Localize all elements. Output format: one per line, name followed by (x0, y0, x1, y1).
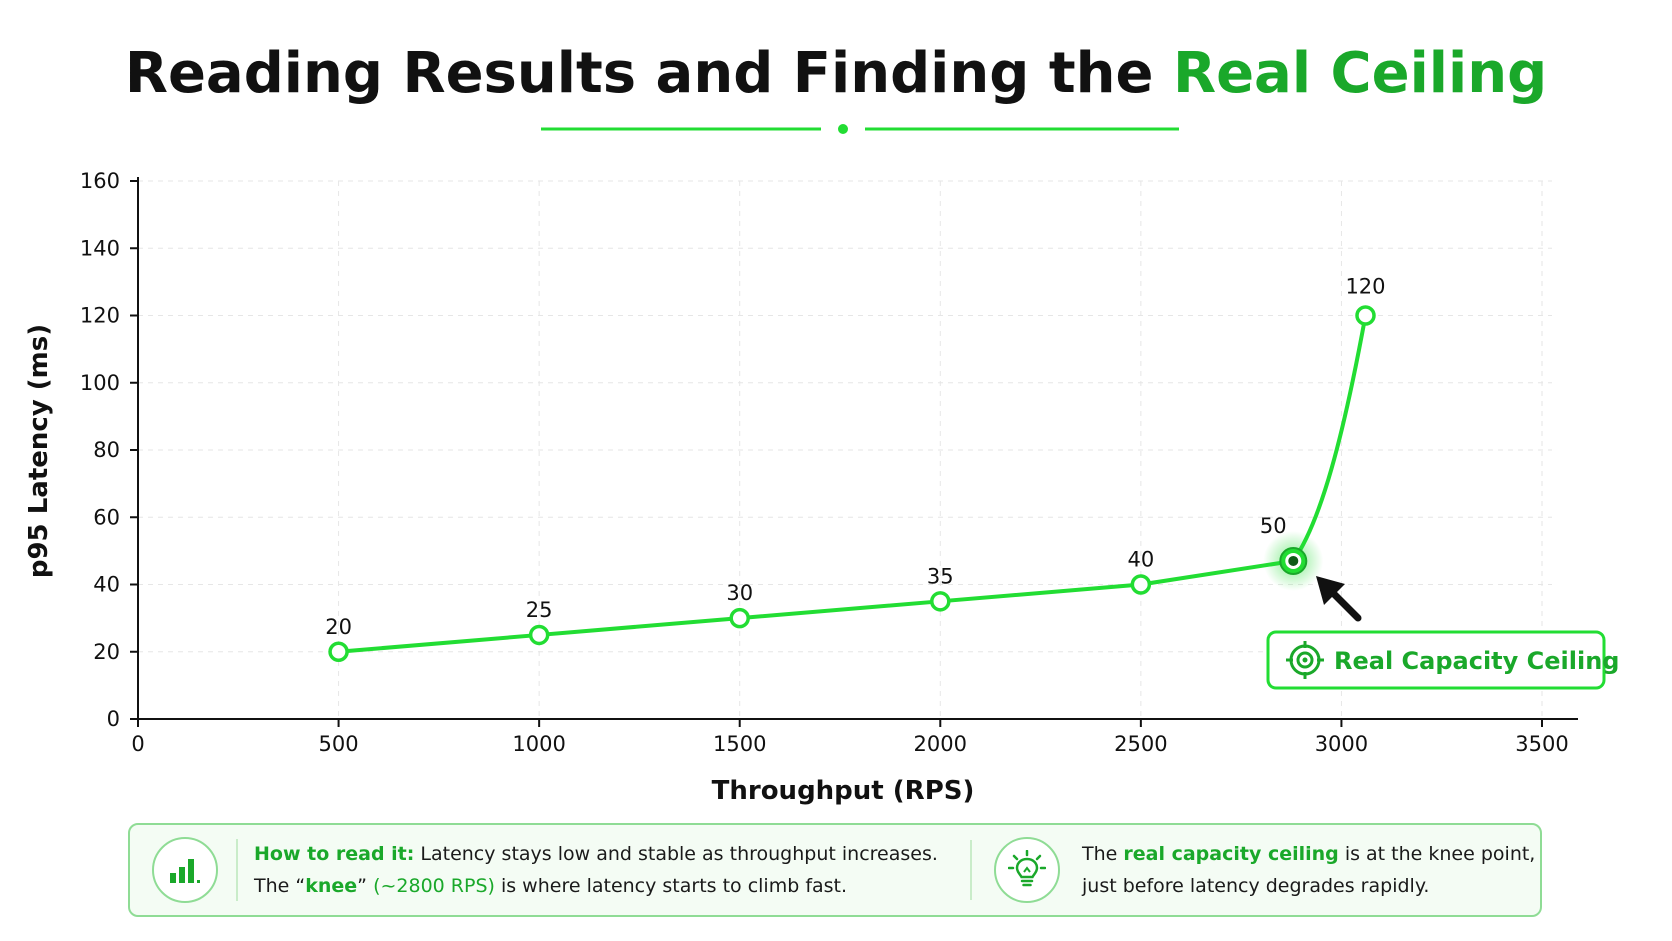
ceiling-text: The real capacity ceiling is at the knee… (1082, 838, 1535, 902)
ceiling-arrow (1316, 576, 1362, 622)
y-tick-label: 40 (93, 573, 120, 597)
data-label: 120 (1345, 275, 1385, 299)
ceiling-line-1-part-a: The (1082, 843, 1124, 865)
line-2-part-c: is where latency starts to climb fast. (494, 875, 848, 897)
data-label: 20 (325, 615, 352, 639)
x-axis-title: Throughput (RPS) (712, 776, 975, 806)
panel-divider (970, 840, 972, 900)
how-to-read-lead: How to read it: (254, 843, 415, 865)
axes (130, 177, 1578, 727)
data-point (528, 624, 550, 646)
y-tick-label: 160 (80, 169, 120, 193)
line-2-part-a: The “ (254, 875, 306, 897)
ceiling-term: real capacity ceiling (1123, 843, 1339, 865)
ceiling-line-2: just before latency degrades rapidly. (1082, 875, 1430, 897)
data-label: 30 (726, 581, 753, 605)
bar-chart-icon (152, 837, 218, 903)
x-tick-label: 500 (319, 732, 359, 756)
how-to-read-line-2: The “knee” (~2800 RPS) is where latency … (254, 870, 938, 902)
data-label: 25 (526, 598, 553, 622)
data-labels: 20 25 30 35 40 50 120 (325, 275, 1385, 639)
title-part-2: Real Ceiling (1173, 41, 1547, 106)
data-point (328, 641, 349, 662)
x-tick-label: 2500 (1114, 732, 1167, 756)
ceiling-label: Real Capacity Ceiling (1334, 647, 1619, 675)
y-tick-label: 20 (93, 640, 120, 664)
x-tick-label: 3500 (1515, 732, 1568, 756)
lightbulb-icon (994, 837, 1060, 903)
knee-rps: (~2800 RPS) (373, 875, 495, 897)
x-tick-label: 0 (131, 732, 144, 756)
target-icon (1286, 641, 1324, 679)
x-tick-label: 1000 (512, 732, 565, 756)
ceiling-point-core (1288, 555, 1299, 566)
data-label: 35 (927, 564, 954, 588)
info-panel: How to read it: Latency stays low and st… (128, 823, 1542, 917)
y-tick-label: 100 (80, 371, 120, 395)
y-axis-title: p95 Latency (ms) (24, 324, 54, 578)
y-tick-label: 60 (93, 505, 120, 529)
data-point (1355, 305, 1376, 326)
data-point (729, 607, 750, 629)
title-part-1: Reading Results and Finding the (125, 41, 1173, 106)
y-tick-label: 0 (107, 707, 120, 731)
info-block-how-to-read: How to read it: Latency stays low and st… (130, 825, 970, 915)
y-tick-label: 120 (80, 304, 120, 328)
series (328, 305, 1376, 662)
data-label: 40 (1127, 548, 1154, 572)
info-separator (236, 839, 238, 901)
data-point (930, 591, 951, 612)
ceiling-line-1-part-b: is at the knee point, (1338, 843, 1536, 865)
x-tick-label: 3000 (1315, 732, 1368, 756)
data-label: 50 (1260, 514, 1287, 538)
how-to-read-line-1-rest: Latency stays low and stable as throughp… (414, 843, 938, 865)
y-tick-label: 80 (93, 438, 120, 462)
how-to-read-line-1: How to read it: Latency stays low and st… (254, 838, 938, 870)
page-title: Reading Results and Finding the Real Cei… (125, 41, 1547, 106)
tick-labels: 0 20 40 60 80 100 120 140 160 0 500 1000 1500 2000 250… (80, 169, 1569, 756)
ceiling-callout: Real Capacity Ceiling (1266, 630, 1619, 690)
series-line (338, 315, 1368, 654)
y-tick-label: 140 (80, 236, 120, 260)
knee-term: knee (305, 875, 358, 897)
line-2-part-b: ” (357, 875, 374, 897)
info-block-ceiling: The real capacity ceiling is at the knee… (972, 825, 1540, 915)
ceiling-line-1: The real capacity ceiling is at the knee… (1082, 838, 1535, 870)
data-point (1130, 574, 1152, 595)
title-underline (541, 124, 1179, 134)
how-to-read-text: How to read it: Latency stays low and st… (254, 838, 938, 902)
x-tick-label: 2000 (914, 732, 967, 756)
x-tick-label: 1500 (713, 732, 766, 756)
